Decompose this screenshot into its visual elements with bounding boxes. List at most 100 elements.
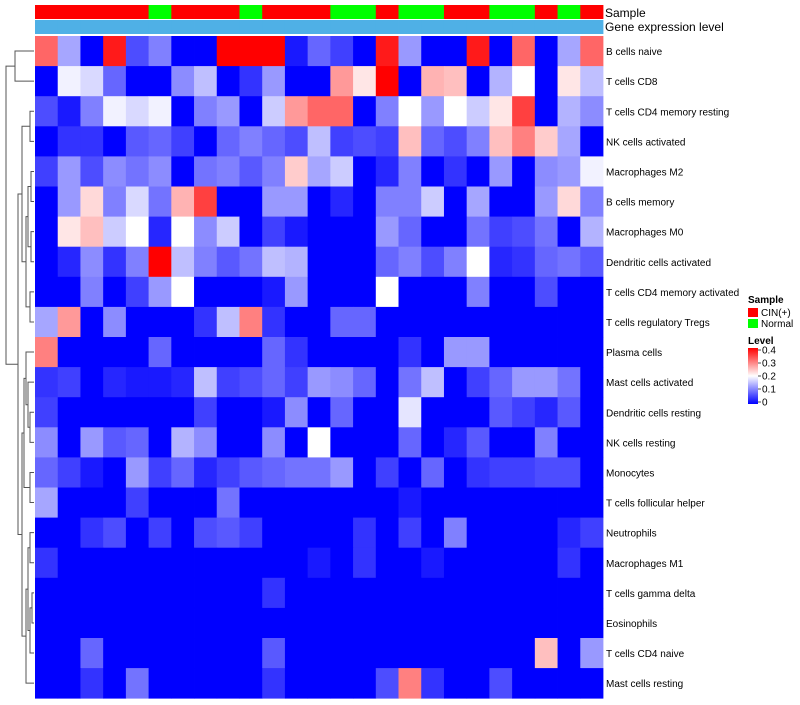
heatmap-cell	[103, 66, 127, 97]
heatmap-cell	[580, 547, 604, 579]
sample-annotation-cell	[284, 5, 309, 19]
heatmap-cell	[557, 457, 581, 488]
heatmap-cell	[489, 126, 513, 157]
heatmap-cell	[421, 66, 445, 97]
heatmap-cell	[557, 607, 581, 639]
heatmap-cell	[171, 156, 195, 187]
heatmap-cell	[307, 577, 331, 609]
heatmap-cell	[466, 96, 490, 127]
heatmap-cell	[534, 246, 558, 278]
heatmap-cell	[375, 66, 399, 97]
heatmap-cell	[534, 186, 558, 217]
heatmap-cell	[421, 668, 445, 699]
heatmap-cell	[353, 66, 377, 97]
heatmap-cell	[398, 397, 422, 428]
heatmap-cell	[489, 397, 513, 428]
heatmap-cell	[375, 246, 399, 278]
row-label: NK cells activated	[606, 137, 685, 148]
heatmap-cell	[194, 668, 218, 699]
heatmap-cell	[80, 126, 104, 157]
heatmap-cell	[80, 156, 104, 187]
heatmap-cell	[194, 246, 218, 278]
heatmap-cell	[307, 276, 331, 308]
heatmap-cell	[375, 36, 399, 67]
heatmap-cell	[398, 276, 422, 308]
dendrogram-branch	[29, 532, 34, 564]
heatmap-cell	[80, 397, 104, 428]
heatmap-cell	[534, 397, 558, 428]
heatmap-cell	[239, 607, 263, 639]
heatmap-cell	[534, 36, 558, 67]
heatmap-cell	[284, 216, 309, 248]
heatmap-cell	[421, 36, 445, 67]
heatmap-cell	[80, 547, 104, 579]
row-label: Neutrophils	[606, 529, 657, 540]
expression-annotation-cell	[489, 20, 513, 34]
heatmap-cell	[216, 427, 240, 458]
heatmap-cell	[557, 668, 581, 699]
heatmap-cell	[262, 427, 286, 458]
heatmap-cell	[171, 337, 195, 368]
heatmap-cell	[512, 427, 536, 458]
heatmap-cell	[421, 457, 445, 488]
heatmap-cell	[103, 306, 127, 338]
heatmap-cell	[80, 517, 104, 549]
heatmap-cell	[489, 487, 513, 518]
heatmap-cell	[512, 487, 536, 518]
expression-annotation-cell	[194, 20, 218, 34]
heatmap-cell	[534, 457, 558, 488]
heatmap-cell	[262, 607, 286, 639]
expression-annotation-cell	[125, 20, 149, 34]
expression-annotation-cell	[103, 20, 127, 34]
heatmap-cell	[580, 36, 604, 67]
heatmap-cell	[421, 427, 445, 458]
heatmap-cell	[239, 66, 263, 97]
heatmap-cell	[171, 126, 195, 157]
sample-annotation-cell	[80, 5, 104, 19]
heatmap-cell	[171, 397, 195, 428]
heatmap-cell	[35, 156, 59, 187]
heatmap-cell	[35, 246, 59, 278]
heatmap-cell	[398, 607, 422, 639]
row-label: T cells gamma delta	[606, 589, 696, 600]
heatmap-cell	[512, 577, 536, 609]
heatmap-cell	[466, 337, 490, 368]
heatmap-cell	[57, 457, 81, 488]
row-label: Mast cells activated	[606, 378, 693, 389]
heatmap-cell	[57, 246, 81, 278]
legend-tick-label: 0	[762, 398, 768, 409]
heatmap-cell	[171, 367, 195, 398]
heatmap-cell	[443, 36, 468, 67]
heatmap-cell	[534, 577, 558, 609]
heatmap-cell	[466, 517, 490, 549]
heatmap-cell	[353, 276, 377, 308]
heatmap-cell	[307, 668, 331, 699]
heatmap-cell	[512, 36, 536, 67]
heatmap-cell	[103, 96, 127, 127]
heatmap-cell	[216, 487, 240, 518]
heatmap-cell	[375, 186, 399, 217]
heatmap-cell	[239, 487, 263, 518]
heatmap-cell	[353, 367, 377, 398]
heatmap-cell	[35, 36, 59, 67]
sample-annotation-cell	[421, 5, 445, 19]
heatmap-cell	[330, 186, 354, 217]
expression-annotation-cell	[171, 20, 195, 34]
row-label: NK cells resting	[606, 438, 675, 449]
heatmap-cell	[216, 547, 240, 579]
heatmap-cell	[443, 276, 468, 308]
heatmap-cell	[57, 517, 81, 549]
heatmap-cell	[375, 306, 399, 338]
heatmap-cell	[216, 517, 240, 549]
heatmap-cell	[557, 216, 581, 248]
legend-sample-title: Sample	[748, 295, 784, 306]
heatmap-cell	[194, 487, 218, 518]
heatmap-cell	[80, 337, 104, 368]
sample-annotation-cell	[375, 5, 399, 19]
heatmap-cell	[262, 216, 286, 248]
heatmap-cell	[307, 638, 331, 669]
sample-annotation-cell	[512, 5, 536, 19]
heatmap-cell	[57, 668, 81, 699]
heatmap-cell	[580, 577, 604, 609]
